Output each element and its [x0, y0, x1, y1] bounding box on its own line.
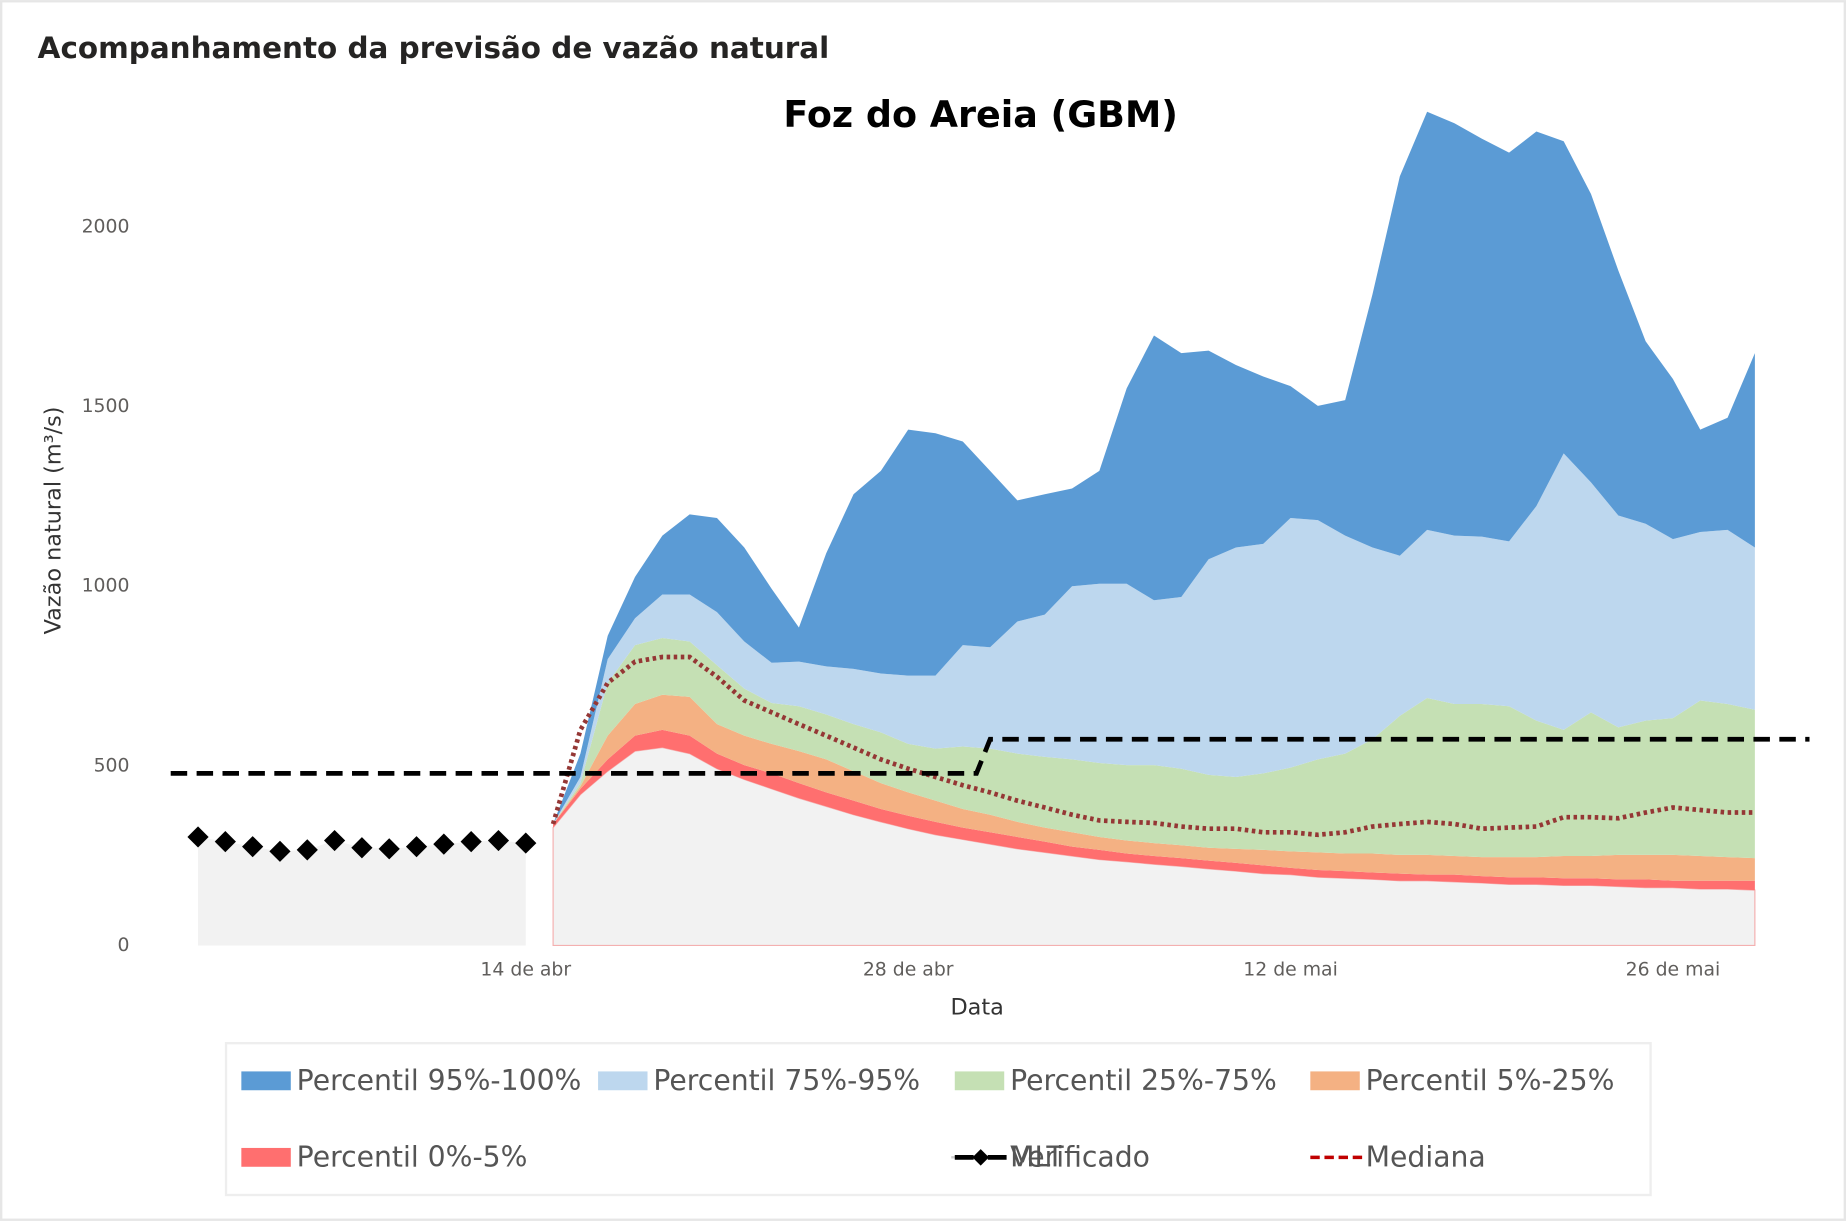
- mlt-line: [170, 736, 1810, 776]
- chart-title: Acompanhamento da previsão de vazão natu…: [38, 31, 830, 65]
- legend-box: [224, 1041, 1652, 1197]
- legend-swatch: [972, 1149, 989, 1166]
- y-tick-label: 500: [94, 755, 130, 776]
- legend-label: Mediana: [1366, 1141, 1486, 1174]
- legend-label: Verificado: [1010, 1141, 1150, 1174]
- chart-subtitle: Foz do Areia (GBM): [783, 93, 1178, 136]
- observed-point: [378, 838, 400, 860]
- legend-swatch: [1310, 1071, 1360, 1091]
- observed-point: [269, 840, 291, 862]
- observed-point: [433, 833, 455, 855]
- observed-point: [323, 829, 346, 852]
- legend-swatch: [241, 1071, 291, 1091]
- band-area: [553, 637, 1755, 859]
- legend-label: Percentil 75%-95%: [653, 1064, 920, 1097]
- observed-area: [198, 836, 526, 946]
- y-tick-label: 0: [118, 935, 130, 956]
- legend-label: Percentil 95%-100%: [297, 1064, 582, 1097]
- x-tick-label: 26 de mai: [1626, 960, 1721, 981]
- legend-label: Percentil 5%-25%: [1366, 1064, 1615, 1097]
- y-tick-label: 1500: [82, 396, 130, 417]
- observed-point: [214, 831, 236, 853]
- x-tick-label: 14 de abr: [480, 960, 571, 981]
- x-axis-title: Data: [950, 994, 1003, 1020]
- y-tick-label: 1000: [82, 576, 130, 597]
- median-line: [550, 654, 1755, 838]
- legend-swatch: [241, 1147, 291, 1167]
- legend-swatch: [598, 1071, 648, 1091]
- observed-point: [487, 829, 510, 852]
- legend-label: Percentil 0%-5%: [297, 1141, 528, 1174]
- x-tick-label: 28 de abr: [863, 960, 954, 981]
- band-area: [553, 694, 1755, 881]
- band-area: [553, 453, 1755, 825]
- observed-point: [187, 826, 209, 848]
- band-area: [553, 729, 1755, 891]
- legend-label: MLT: [1010, 1141, 1064, 1174]
- observed-point: [515, 832, 537, 854]
- band-area: [553, 111, 1755, 825]
- legend-swatch: [954, 1071, 1005, 1091]
- y-tick-label: 2000: [82, 217, 130, 238]
- observed-point: [460, 831, 482, 853]
- legend: Percentil 95%-100% Percentil 75%-95% Perce…: [241, 1064, 1614, 1174]
- x-tick-label: 12 de mai: [1243, 960, 1338, 981]
- y-axis-title: Vazão natural (m³/s): [41, 406, 67, 634]
- legend-label: Percentil 25%-75%: [1010, 1064, 1277, 1097]
- plot-area: 0 500 1000 1500 2000 14 de abr 28 de abr 12 de …: [82, 111, 1810, 981]
